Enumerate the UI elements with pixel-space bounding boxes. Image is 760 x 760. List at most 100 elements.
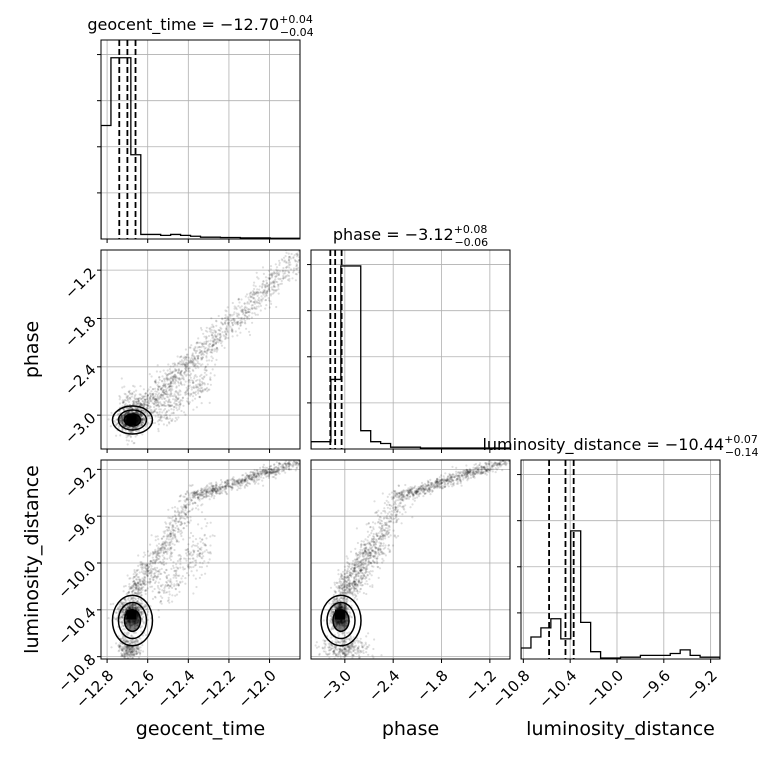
sample-point [157,403,160,406]
sample-point [244,309,247,312]
sample-point [236,323,239,326]
sample-point [128,607,131,610]
sample-point [284,471,287,474]
sample-point [130,430,134,433]
sample-point [126,574,129,577]
sample-point [297,250,300,253]
sample-point [134,604,137,607]
sample-point [139,598,142,601]
sample-point [134,606,138,609]
sample-point [229,325,232,328]
sample-point [297,464,300,467]
sample-point [294,279,297,282]
sample-point [157,418,161,422]
sample-point [262,466,265,469]
sample-point [295,466,298,469]
sample-point [130,440,134,443]
sample-point [142,579,145,582]
sample-point [129,398,132,401]
sample-point [140,414,143,417]
sample-point [151,392,154,396]
sample-point [168,516,171,520]
sample-point [269,274,272,277]
sample-point [249,300,252,303]
sample-point [155,544,158,547]
sample-point [173,548,176,552]
sample-point [135,606,138,609]
sample-point [121,417,125,421]
sample-point [195,493,198,496]
sample-point [154,398,157,401]
sample-point [200,494,203,497]
sample-point [139,583,143,587]
sample-point [193,349,196,352]
sample-point [122,414,125,417]
sample-point [289,263,292,266]
sample-point [127,411,130,414]
sample-point [185,370,188,373]
sample-point [184,364,187,367]
sample-point [207,490,211,493]
sample-point [164,382,167,385]
sample-point [173,405,176,408]
sample-point [130,603,134,606]
sample-point [137,564,140,568]
sample-point [146,421,150,424]
sample-point [127,591,130,594]
sample-point [232,479,235,482]
sample-point [137,554,140,557]
sample-point [152,568,155,571]
sample-point [145,412,148,415]
sample-point [187,393,190,396]
sample-point [134,427,137,430]
sample-point [165,389,168,392]
sample-point [193,349,196,352]
sample-point [162,384,165,387]
sample-point [166,379,169,382]
sample-point [137,413,140,416]
sample-point [177,371,180,374]
sample-point [135,578,139,581]
sample-point [165,417,168,420]
sample-point [169,385,172,388]
sample-point [139,385,142,388]
sample-point [206,350,209,353]
sample-point [144,392,148,395]
sample-point [140,409,143,412]
sample-point [169,365,172,368]
sample-point [156,549,159,552]
sample-point [134,606,137,609]
sample-point [175,396,178,399]
sample-point [122,609,125,612]
sample-point [223,487,226,490]
sample-point [237,320,240,323]
sample-point [139,402,142,405]
sample-point [136,608,139,611]
sample-point [264,466,267,469]
sample-point [126,411,129,414]
sample-point [240,321,243,324]
sample-point [139,611,142,614]
sample-point [270,472,273,475]
sample-point [159,408,162,411]
sample-point [175,386,178,389]
sample-point [137,607,140,610]
sample-point [210,351,213,354]
sample-point [157,405,160,408]
sample-point [225,325,228,328]
sample-point [161,390,164,393]
sample-point [197,355,200,358]
sample-point [160,394,163,397]
sample-point [195,341,198,344]
sample-point [262,291,265,294]
sample-point [149,400,152,403]
sample-point [198,348,201,351]
sample-point [138,606,141,610]
sample-point [242,474,245,477]
sample-point [188,360,191,363]
sample-point [232,482,235,486]
sample-point [277,288,280,291]
sample-point [131,607,134,610]
sample-point [127,439,130,442]
sample-point [217,489,220,492]
